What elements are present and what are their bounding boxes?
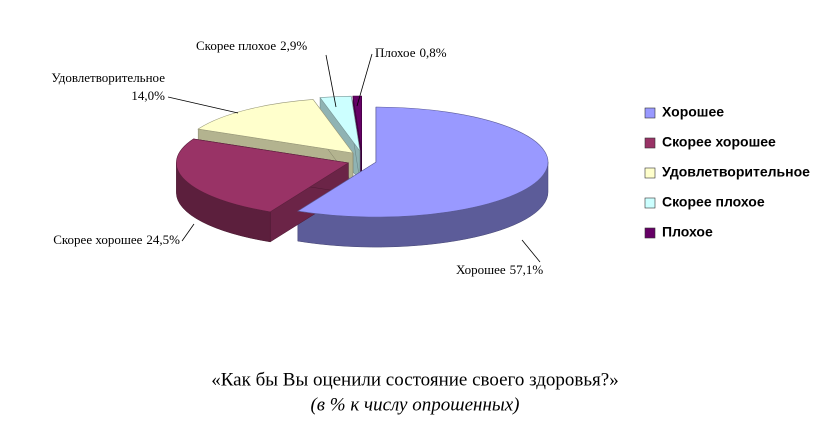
legend-label: Удовлетворительное [662,164,810,180]
chart-subtitle: (в % к числу опрошенных) [310,394,519,415]
leader-line [325,54,337,108]
leader-line [521,239,541,263]
data-label-category: Скорее плохое [196,38,276,53]
leader-line [167,96,239,114]
data-label-category: Плохое [375,45,416,60]
pie-slice [319,95,361,152]
data-label-value: 14,0% [131,88,165,103]
legend-label: Скорее хорошее [662,134,776,150]
data-label-category: Скорее хорошее [53,232,142,247]
data-label: Скорее хорошее 24,5% [53,232,180,247]
legend-swatch [644,167,656,179]
leader-line [181,223,195,242]
legend-swatch [644,227,656,239]
data-label: Плохое 0,8% [375,45,447,60]
legend-label: Скорее плохое [662,194,765,210]
legend-label: Плохое [662,224,713,240]
data-label: Хорошее 57,1% [456,262,543,277]
data-label-value: 57,1% [510,262,544,277]
pie-slice [352,95,362,152]
pie-slice [297,106,549,218]
data-label-category: Хорошее [456,262,506,277]
legend-swatch [644,107,656,119]
data-label-value: 0,8% [420,45,447,60]
leader-line [356,53,373,107]
data-label-value: 2,9% [280,38,307,53]
legend-swatch [644,137,656,149]
chart-title: «Как бы Вы оценили состояние своего здор… [211,369,618,390]
pie-slice [176,138,350,213]
data-label-category: Удовлетворительное [51,70,165,85]
data-label: Скорее плохое 2,9% [196,38,307,53]
legend-swatch [644,197,656,209]
data-label-value: 24,5% [146,232,180,247]
legend-label: Хорошее [662,104,724,120]
